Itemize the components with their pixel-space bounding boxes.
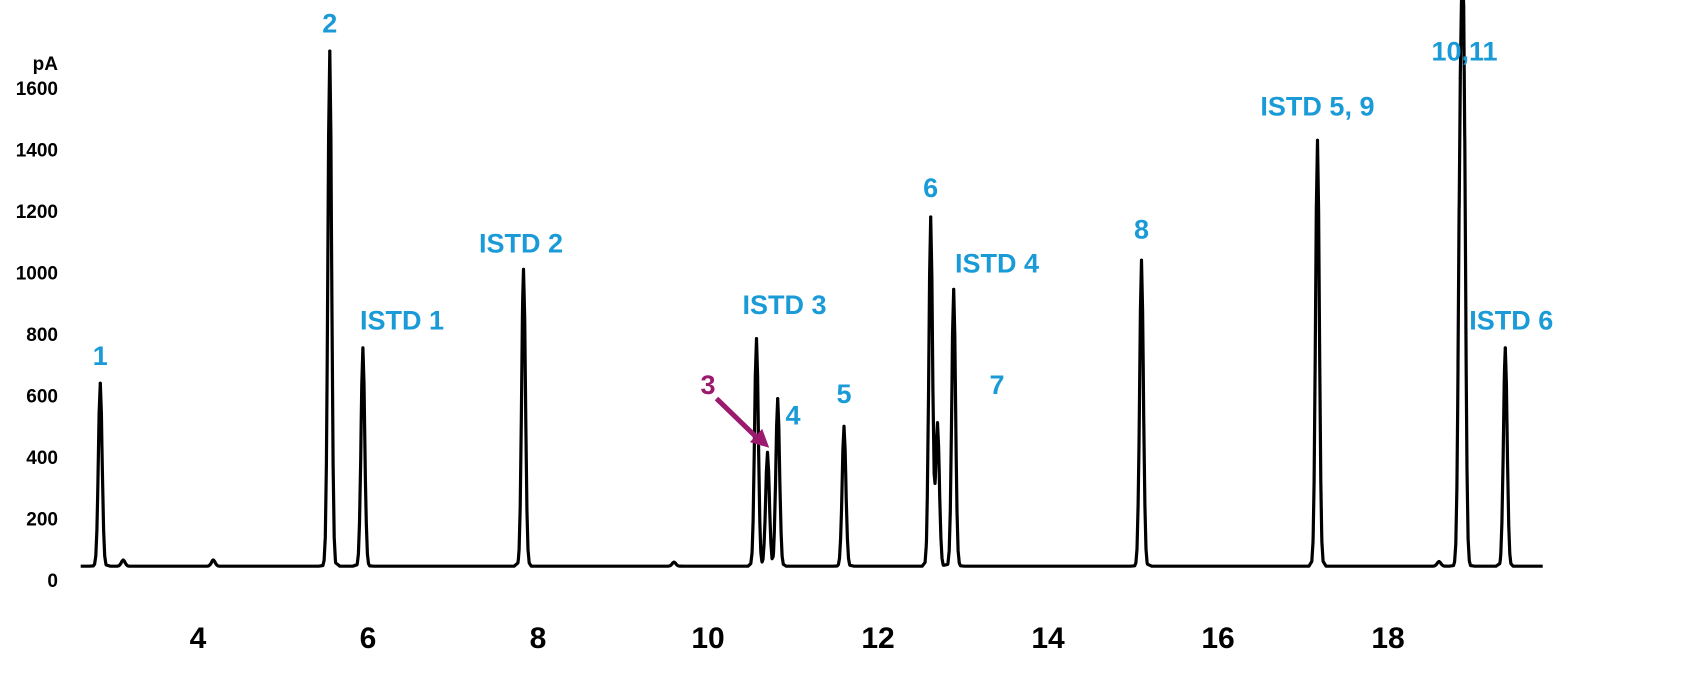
peak-label-14: 10,11 <box>1431 36 1497 66</box>
peak-point-6 <box>522 267 526 271</box>
peak-label-4: ISTD 2 <box>479 229 563 259</box>
peak-label-8: 5 <box>836 379 851 409</box>
peak-point-4 <box>328 49 332 53</box>
peak-point-19 <box>1462 4 1466 8</box>
y-tick-label-200: 200 <box>26 510 58 531</box>
y-tick-label-1400: 1400 <box>16 141 58 162</box>
peak-point-7 <box>672 560 676 564</box>
x-tick-label-10: 10 <box>691 622 724 655</box>
x-tick-label-14: 14 <box>1031 622 1065 655</box>
peak-label-7: 4 <box>785 401 800 431</box>
peak-apex-markers <box>98 4 1507 564</box>
peak-point-13 <box>936 421 939 425</box>
peak-3-arrow <box>714 396 770 448</box>
peak-point-9 <box>766 450 769 454</box>
peak-label-5: ISTD 3 <box>742 290 826 320</box>
y-axis-unit-label: pA <box>33 54 59 75</box>
peak-point-12 <box>929 215 933 219</box>
x-tick-label-18: 18 <box>1371 622 1404 655</box>
peak-point-1 <box>98 381 102 385</box>
y-axis-ticks: 0 200 400 600 800 1000 1200 1400 1600 <box>16 79 58 592</box>
y-tick-label-1000: 1000 <box>16 264 58 285</box>
x-tick-label-8: 8 <box>530 622 547 655</box>
peak-label-10: ISTD 4 <box>955 249 1039 279</box>
arrow-shaft <box>714 396 763 444</box>
x-axis-ticks: 4 6 8 10 12 14 16 18 <box>190 622 1405 655</box>
peak-labels: 1 2 ISTD 1 ISTD 2 ISTD 3 3 4 5 6 ISTD 4 7 8 ISTD 5, … <box>93 9 1554 431</box>
peak-point-18 <box>1458 76 1462 80</box>
x-tick-label-12: 12 <box>861 622 894 655</box>
y-tick-label-0: 0 <box>47 571 58 592</box>
peak-point-3 <box>211 558 215 562</box>
peak-point-2 <box>121 558 125 562</box>
peak-label-15: ISTD 6 <box>1469 305 1553 335</box>
peak-label-3: ISTD 1 <box>360 305 444 335</box>
peak-point-14 <box>952 287 956 291</box>
y-tick-label-1200: 1200 <box>16 202 58 223</box>
peak-label-11: 7 <box>989 370 1004 400</box>
x-tick-label-4: 4 <box>190 622 207 655</box>
y-tick-label-400: 400 <box>26 448 58 469</box>
peak-point-20 <box>1503 346 1507 350</box>
x-tick-label-16: 16 <box>1201 622 1234 655</box>
y-tick-label-600: 600 <box>26 387 58 408</box>
x-tick-label-6: 6 <box>360 622 377 655</box>
peak-point-17 <box>1437 560 1441 564</box>
peak-label-2: 2 <box>322 9 337 39</box>
peak-label-13: ISTD 5, 9 <box>1260 92 1374 122</box>
peak-label-6: 3 <box>700 370 715 400</box>
arrow-head <box>749 428 770 448</box>
y-tick-label-1600: 1600 <box>16 79 58 100</box>
peak-point-8 <box>754 337 758 341</box>
chromatogram-trace <box>80 0 1543 568</box>
peak-point-5 <box>361 346 365 350</box>
peak-point-15 <box>1140 258 1143 262</box>
y-tick-label-800: 800 <box>26 325 58 346</box>
peak-point-11 <box>842 424 846 428</box>
peak-label-9: 6 <box>923 173 938 203</box>
peak-point-16 <box>1315 138 1319 142</box>
peak-label-1: 1 <box>93 341 108 371</box>
peak-label-12: 8 <box>1134 215 1149 245</box>
peak-point-10 <box>776 397 780 401</box>
